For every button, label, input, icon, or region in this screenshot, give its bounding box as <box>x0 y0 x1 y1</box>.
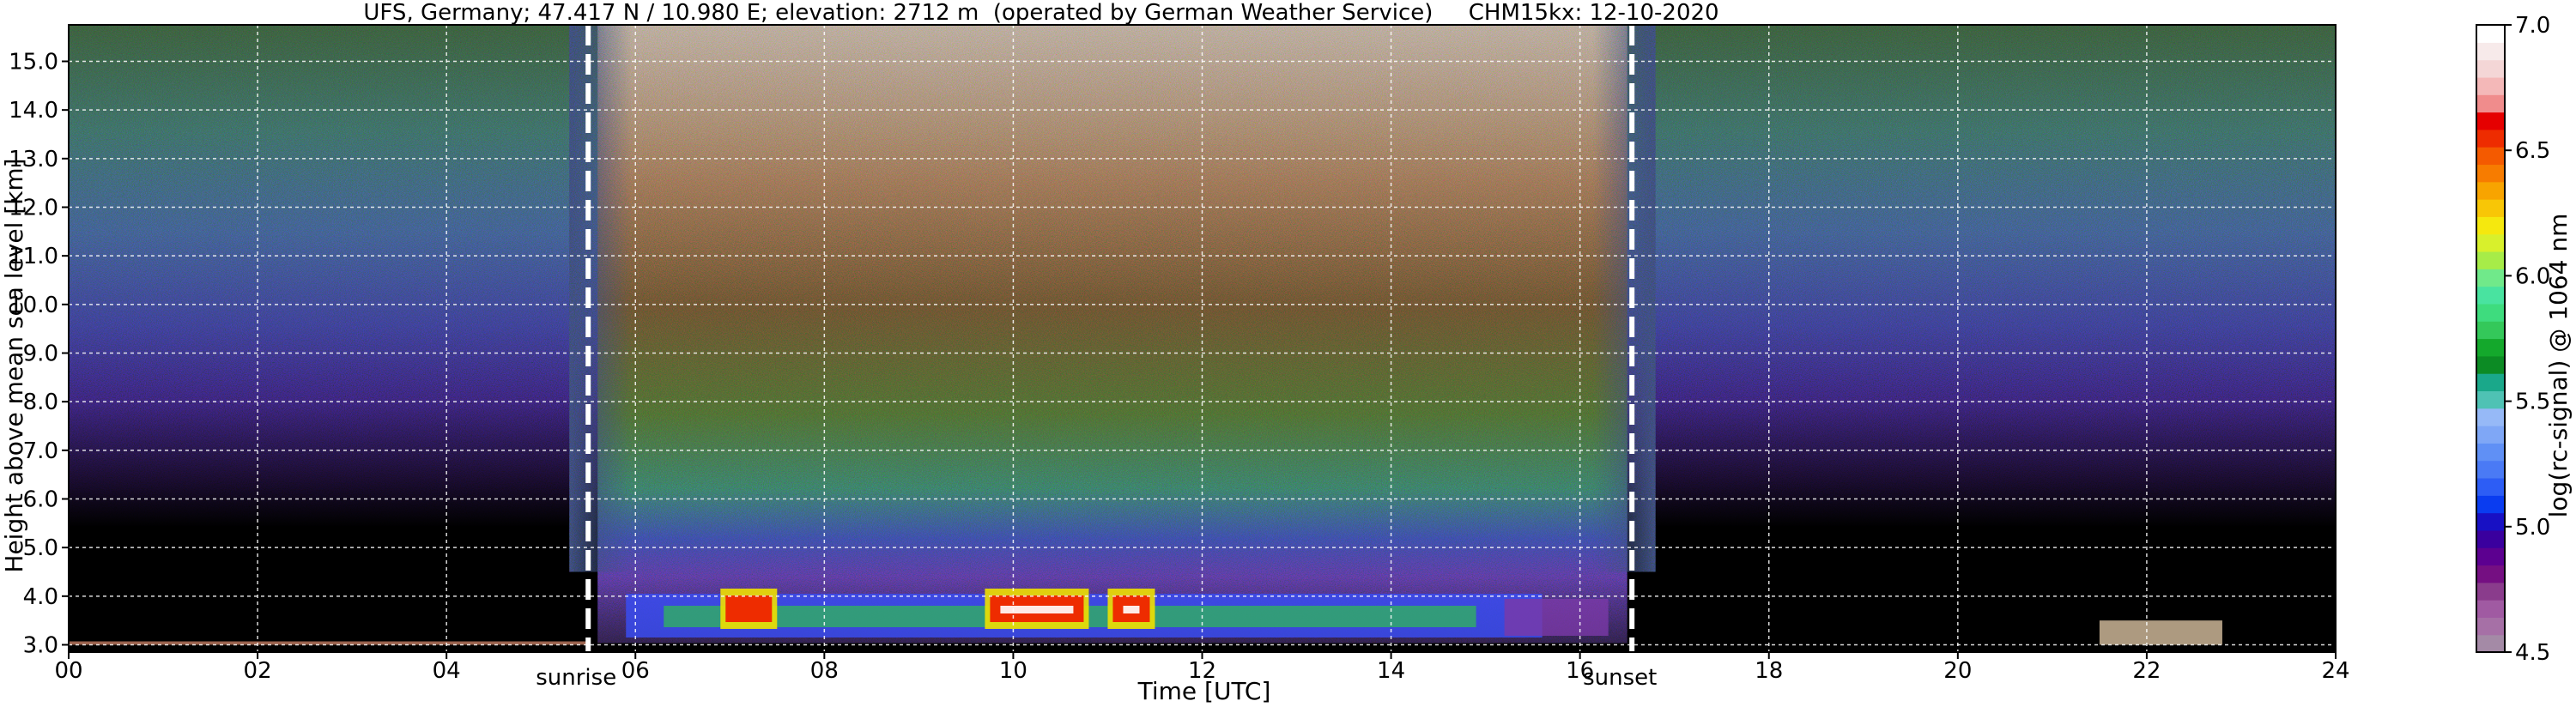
colorbar-segment <box>2476 303 2505 322</box>
y-tick-label: 9.0 <box>23 341 58 367</box>
y-axis-label: Height above mean sea level [km] <box>0 158 28 572</box>
y-axis-ticks: 3.0 4.0 5.0 6.0 7.0 8.0 9.0 10.0 11.0 12.0 13.0 14.… <box>9 50 69 659</box>
y-tick-label: 5.0 <box>23 535 58 561</box>
y-tick-label: 3.0 <box>23 633 58 659</box>
near-ground-shadow <box>69 643 2336 652</box>
y-tick-label: 7.0 <box>23 438 58 464</box>
colorbar-segment <box>2476 600 2505 618</box>
y-tick-label: 13.0 <box>9 147 58 172</box>
x-tick-label: 08 <box>810 658 839 684</box>
low-cloud-patch <box>2099 620 2222 645</box>
colorbar-segment <box>2476 164 2505 183</box>
colorbar-ticks: 4.5 5.0 5.5 6.0 6.5 7.0 <box>2505 13 2550 666</box>
y-tick-label: 4.0 <box>23 584 58 610</box>
colorbar-segment <box>2476 251 2505 269</box>
colorbar-segment <box>2476 59 2505 78</box>
colorbar-segment <box>2476 147 2505 166</box>
colorbar-segment <box>2476 547 2505 566</box>
ground-clutter-line <box>69 641 589 645</box>
colorbar-segment <box>2476 42 2505 61</box>
signal-noise-texture <box>69 25 2336 652</box>
colorbar-segment <box>2476 408 2505 426</box>
x-tick-label: 12 <box>1188 658 1216 684</box>
x-tick-label: 22 <box>2132 658 2161 684</box>
x-tick-label: 24 <box>2321 658 2349 684</box>
colorbar-segment <box>2476 390 2505 409</box>
colorbar-segment <box>2476 129 2505 148</box>
colorbar-tick-label: 6.5 <box>2515 138 2550 164</box>
colorbar-segment <box>2476 582 2505 601</box>
colorbar-tick-label: 6.0 <box>2515 263 2550 289</box>
grid-lines <box>69 25 2336 652</box>
strong-return-core <box>725 595 773 622</box>
colorbar-segment <box>2476 477 2505 496</box>
colorbar-segment <box>2476 617 2505 636</box>
colorbar-segment <box>2476 286 2505 305</box>
colorbar-label: log(rc-signal) @ 1064 nm <box>2544 214 2573 518</box>
event-labels: sunrise sunset <box>536 665 1657 691</box>
boundary-layer-evening <box>1504 599 1609 636</box>
colorbar-segment <box>2476 338 2505 357</box>
colorbar-segment <box>2476 181 2505 200</box>
x-axis-ticks: 00 02 04 06 08 10 12 14 16 18 20 22 24 <box>54 652 2350 684</box>
colorbar-segment <box>2476 443 2505 462</box>
colorbar-tick-label: 7.0 <box>2515 13 2550 39</box>
colorbar-tick-label: 5.5 <box>2515 390 2550 415</box>
colorbar-segment <box>2476 495 2505 514</box>
colorbar-frame <box>2476 24 2506 653</box>
colorbar-segment <box>2476 112 2505 130</box>
y-tick-label: 10.0 <box>9 293 58 318</box>
colorbar-segment <box>2476 199 2505 217</box>
colorbar-segment <box>2476 25 2505 43</box>
colorbar-segment <box>2476 76 2505 95</box>
x-tick-label: 10 <box>999 658 1027 684</box>
chart-title: UFS, Germany; 47.417 N / 10.980 E; eleva… <box>363 0 1718 26</box>
sunset-label: sunset <box>1583 665 1657 691</box>
x-tick-label: 18 <box>1755 658 1783 684</box>
colorbar-segment <box>2476 512 2505 531</box>
colorbar-segment <box>2476 355 2505 374</box>
y-tick-label: 8.0 <box>23 390 58 415</box>
x-tick-label: 06 <box>621 658 650 684</box>
x-tick-label: 02 <box>244 658 272 684</box>
colorbar-segment <box>2476 373 2505 392</box>
colorbar-tick-label: 5.0 <box>2515 515 2550 541</box>
colorbar-segment <box>2476 233 2505 252</box>
x-tick-label: 20 <box>1943 658 1972 684</box>
y-tick-label: 12.0 <box>9 196 58 221</box>
colorbar-tick-label: 4.5 <box>2515 640 2550 666</box>
colorbar-segment <box>2476 269 2505 287</box>
y-tick-label: 14.0 <box>9 98 58 124</box>
colorbar-segment <box>2476 529 2505 548</box>
x-tick-label: 14 <box>1377 658 1405 684</box>
colorbar <box>2476 24 2506 653</box>
strong-returns <box>720 589 1155 629</box>
y-tick-label: 15.0 <box>9 50 58 76</box>
x-tick-label: 16 <box>1566 658 1594 684</box>
x-tick-label: 04 <box>433 658 461 684</box>
y-tick-label: 6.0 <box>23 487 58 513</box>
colorbar-segment <box>2476 216 2505 235</box>
x-axis-label: Time [UTC] <box>1137 677 1271 705</box>
colorbar-segment <box>2476 321 2505 340</box>
colorbar-segment <box>2476 94 2505 113</box>
strong-return-peak <box>1000 606 1074 613</box>
colorbar-segment <box>2476 426 2505 444</box>
x-tick-label: 00 <box>54 658 82 684</box>
event-markers <box>585 25 1635 652</box>
colorbar-segment <box>2476 565 2505 583</box>
y-tick-label: 11.0 <box>9 244 58 269</box>
plot-area <box>69 25 2336 652</box>
colorbar-segment <box>2476 460 2505 479</box>
strong-return-peak <box>1123 606 1140 613</box>
sunrise-label: sunrise <box>536 665 616 691</box>
colorbar-segment <box>2476 634 2505 653</box>
ground-clutter <box>69 620 2336 652</box>
